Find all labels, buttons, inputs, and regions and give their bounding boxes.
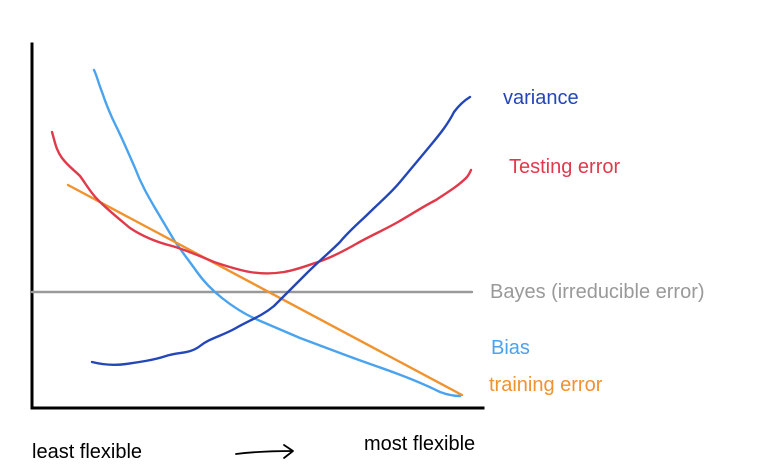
least-flexible-label: least flexible [32,441,142,463]
training-error-label: training error [489,374,603,396]
testing-error-curve [50,130,473,275]
variance-curve [90,95,472,367]
bias-label: Bias [491,337,530,359]
testing-error-label: Testing error [509,156,620,178]
bias-curve [92,68,462,398]
bayes-label: Bayes (irreducible error) [490,281,705,303]
training-error-line [66,183,464,397]
most-flexible-label: most flexible [364,433,475,455]
variance-label: variance [503,87,579,109]
right-arrow-icon [235,444,294,459]
